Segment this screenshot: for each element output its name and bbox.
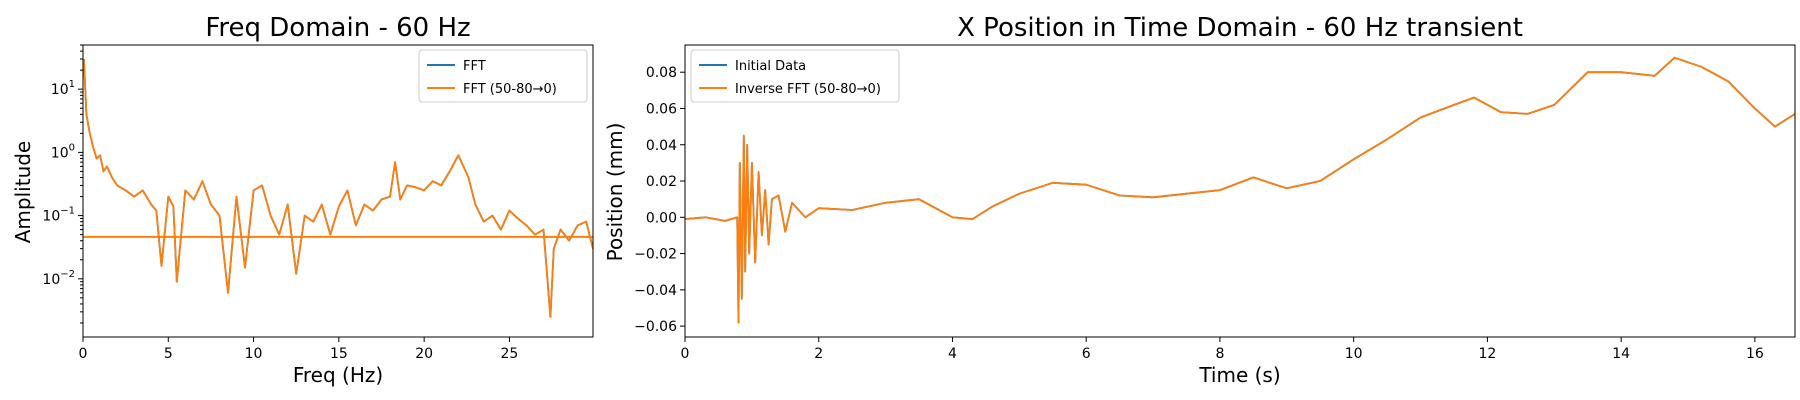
x-tick-label: 10 bbox=[245, 346, 263, 362]
plot-frame bbox=[684, 44, 1796, 338]
y-tick-label: 101 bbox=[51, 79, 75, 98]
y-tick-label: 0.04 bbox=[646, 138, 677, 154]
legend-label: FFT bbox=[463, 59, 486, 74]
y-tick-label: 0.00 bbox=[646, 210, 677, 226]
x-tick-label: 5 bbox=[164, 346, 173, 362]
x-tick-label: 2 bbox=[814, 346, 823, 362]
x-tick-label: 16 bbox=[1746, 346, 1764, 362]
x-tick-label: 0 bbox=[79, 346, 88, 362]
x-tick-label: 25 bbox=[501, 346, 519, 362]
x-tick-label: 15 bbox=[330, 346, 348, 362]
y-axis-label: Amplitude bbox=[11, 141, 35, 244]
y-tick-label: −0.04 bbox=[634, 283, 677, 299]
x-axis-label: Freq (Hz) bbox=[293, 363, 383, 387]
plot-area: 0 2 4 6 8 10 12 14 16 0.08 0.06 0.04 0.02 0.00 −0.02 −0… bbox=[634, 44, 1796, 362]
x-tick-label: 20 bbox=[415, 346, 433, 362]
series-group bbox=[83, 58, 593, 318]
legend-box bbox=[690, 49, 900, 103]
series-line-1 bbox=[685, 56, 1795, 324]
legend: Initial Data Inverse FFT (50-80→0) bbox=[690, 49, 900, 103]
x-tick-label: 6 bbox=[1082, 346, 1091, 362]
x-tick-label: 8 bbox=[1215, 346, 1224, 362]
y-tick-label: 0.08 bbox=[646, 65, 677, 81]
chart-title: Freq Domain - 60 Hz bbox=[205, 13, 470, 43]
x-tick-label: 4 bbox=[948, 346, 957, 362]
plot-area: 0 5 10 15 20 25 101 100 10−1 10−2 bbox=[42, 44, 594, 362]
y-tick-label: 10−2 bbox=[42, 269, 75, 288]
series-line-1 bbox=[83, 58, 593, 318]
legend: FFT FFT (50-80→0) bbox=[418, 49, 588, 103]
y-tick-label: 0.02 bbox=[646, 174, 677, 190]
x-tick-label: 12 bbox=[1478, 346, 1496, 362]
y-tick-label: 0.06 bbox=[646, 101, 677, 117]
freq-domain-chart: Freq Domain - 60 Hz Freq (Hz) Amplitude … bbox=[11, 13, 594, 387]
y-tick-label: −0.02 bbox=[634, 247, 677, 263]
y-tick-label: −0.06 bbox=[634, 319, 677, 335]
y-tick-label: 100 bbox=[51, 142, 75, 161]
series-group bbox=[685, 56, 1795, 324]
x-axis-label: Time (s) bbox=[1198, 363, 1280, 387]
x-tick-label: 10 bbox=[1345, 346, 1363, 362]
time-domain-chart: X Position in Time Domain - 60 Hz transi… bbox=[603, 13, 1796, 387]
x-tick-label: 0 bbox=[681, 346, 690, 362]
x-tick-label: 14 bbox=[1612, 346, 1630, 362]
y-tick-label: 10−1 bbox=[42, 206, 75, 225]
y-axis-label: Position (mm) bbox=[603, 123, 627, 262]
legend-label: FFT (50-80→0) bbox=[463, 82, 557, 97]
chart-title: X Position in Time Domain - 60 Hz transi… bbox=[957, 13, 1523, 43]
legend-label: Initial Data bbox=[735, 59, 806, 74]
legend-box bbox=[418, 49, 588, 103]
legend-label: Inverse FFT (50-80→0) bbox=[735, 82, 881, 97]
plot-frame bbox=[82, 44, 594, 338]
